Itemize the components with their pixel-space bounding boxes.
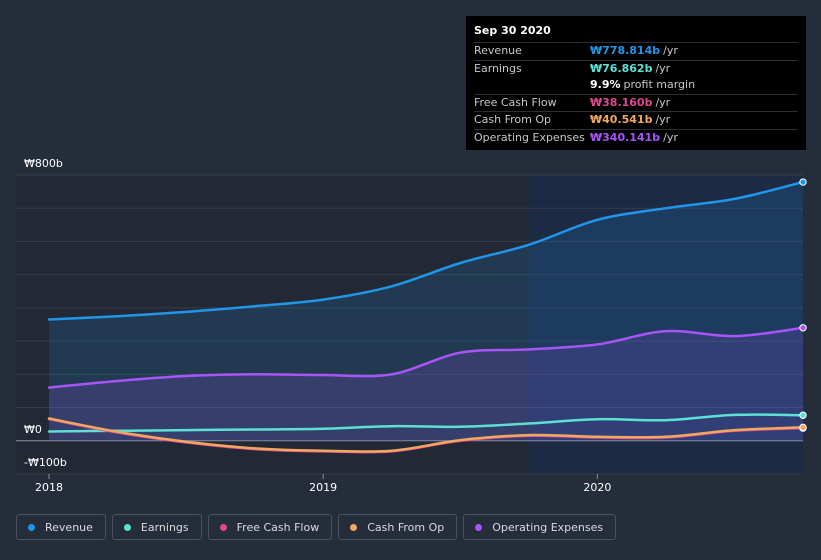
legend-dot-icon [28, 523, 35, 531]
tooltip-row-unit: /yr [655, 113, 671, 126]
tooltip-row: Free Cash Flow ₩38.160b/yr [474, 93, 798, 112]
line-cash_from_op [47, 417, 805, 453]
tooltip-row: 9.9% profit margin [474, 77, 798, 94]
legend-item-operating-expenses[interactable]: Operating Expenses [463, 514, 617, 540]
legend-item-earnings[interactable]: Earnings [111, 514, 202, 540]
line-operating_expenses [47, 326, 805, 389]
area-revenue [49, 182, 803, 441]
y-tick-label: ₩800b [24, 157, 63, 170]
line-earnings [47, 413, 805, 433]
area-operating_expenses [49, 327, 803, 441]
legend-dot-icon [350, 523, 358, 531]
highlight-background [528, 175, 803, 474]
legend-label: Cash From Op [367, 520, 445, 534]
y-tick-label: -₩100b [24, 456, 67, 469]
legend-label: Free Cash Flow [236, 520, 320, 534]
tooltip-row-value: ₩340.141b [590, 130, 661, 144]
tooltip-row-unit: /yr [663, 44, 678, 57]
tooltip-row-unit: /yr [655, 95, 671, 109]
tooltip-row-label: Free Cash Flow [474, 95, 557, 109]
end-point-earnings [799, 411, 807, 419]
legend-item-cash-from-op[interactable]: Cash From Op [338, 514, 458, 540]
tooltip-row: Revenue ₩778.814b/yr [474, 42, 798, 60]
tooltip-rows: Revenue ₩778.814b/yr Earnings ₩76.862b/yr 9.… [474, 42, 798, 146]
legend-dot-icon [123, 523, 131, 531]
series-lines [47, 180, 805, 454]
tooltip-date: Sep 30 2020 [474, 24, 551, 37]
financials-chart: ₩800b ₩0 -₩100b 2018 2019 2020 [16, 157, 807, 494]
legend-dot-icon [219, 523, 227, 531]
series-areas [49, 182, 803, 441]
tooltip-row-label: Cash From Op [474, 113, 552, 126]
tooltip-row-value: ₩40.541b [590, 113, 653, 126]
end-point-revenue [799, 178, 807, 186]
x-axis: 2018 2019 2020 [35, 474, 611, 494]
y-tick-label: ₩0 [24, 423, 42, 436]
tooltip-row-value: ₩778.814b [590, 44, 661, 57]
plot-background [16, 175, 529, 474]
tooltip-row: Operating Expenses ₩340.141b/yr [474, 128, 798, 147]
legend-item-revenue[interactable]: Revenue [16, 514, 106, 540]
legend-label: Operating Expenses [492, 520, 604, 534]
tooltip-row-label [474, 77, 590, 94]
series-end-markers [799, 178, 807, 432]
tooltip-row-unit: /yr [655, 61, 671, 75]
x-tick-label: 2020 [583, 481, 611, 494]
grid-lines [16, 174, 803, 475]
tooltip-row-value: 9.9% [590, 78, 621, 91]
legend-item-free-cash-flow[interactable]: Free Cash Flow [207, 514, 333, 540]
y-axis: ₩800b ₩0 -₩100b [24, 157, 67, 469]
tooltip-row-label: Revenue [474, 44, 522, 57]
x-tick-label: 2019 [309, 481, 337, 494]
legend-label: Earnings [140, 520, 189, 534]
data-tooltip: Sep 30 2020 Revenue ₩778.814b/yr Earnings ₩… [466, 16, 806, 150]
forecast-highlight-region [16, 175, 803, 474]
tooltip-row-value: ₩76.862b [590, 61, 653, 75]
end-point-cash_from_op [799, 423, 807, 432]
tooltip-row: Earnings ₩76.862b/yr [474, 59, 798, 78]
tooltip-row-label: Earnings [474, 61, 522, 75]
tooltip-row-unit: /yr [663, 130, 678, 144]
tooltip-row-unit: profit margin [623, 78, 696, 91]
tooltip-row: Cash From Op ₩40.541b/yr [474, 111, 798, 129]
legend-dot-icon [475, 523, 483, 531]
tooltip-row-value: ₩38.160b [590, 95, 653, 109]
end-point-operating_expenses [799, 324, 807, 332]
x-tick-label: 2018 [35, 481, 63, 494]
legend-label: Revenue [45, 520, 93, 534]
tooltip-row-label: Operating Expenses [474, 130, 585, 144]
chart-legend: Revenue Earnings Free Cash Flow Cash From O… [16, 514, 617, 540]
line-revenue [47, 180, 805, 321]
